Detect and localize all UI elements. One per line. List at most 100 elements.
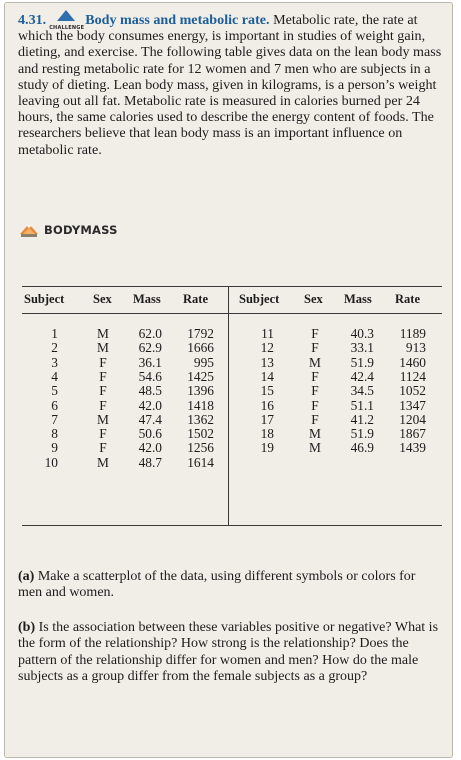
left-sex-cell: M: [97, 454, 109, 470]
left-subject-cell: 2: [51, 340, 58, 356]
header-mass-right: Mass: [344, 292, 372, 306]
part-b: (b) Is the association between these var…: [18, 620, 441, 685]
header-rate-right: Rate: [395, 292, 420, 306]
right-subject-cell: 17: [260, 411, 274, 427]
header-mass-left: Mass: [133, 292, 161, 306]
exercise-number: 4.31.: [18, 12, 47, 28]
left-rate-cell: 1502: [187, 426, 214, 442]
left-sex-cell: M: [97, 326, 109, 341]
left-mass-cell: 50.6: [138, 426, 162, 442]
left-mass-cell: 54.6: [138, 368, 162, 384]
left-sex-cell: M: [97, 340, 109, 356]
dataset-name: BODYMASS: [44, 223, 118, 237]
right-sex-cell: F: [311, 383, 319, 399]
right-rate-cell: 1460: [399, 354, 426, 370]
left-subject-cell: 7: [51, 411, 58, 427]
part-b-text: Is the association between these variabl…: [18, 620, 439, 684]
header-subject-left: Subject: [24, 292, 65, 306]
left-subject-cell: 6: [51, 397, 58, 413]
table-top-rule: [22, 286, 442, 287]
left-subject-cell: 9: [51, 440, 58, 456]
header-subject-right: Subject: [239, 292, 280, 306]
left-subject-cell: 10: [44, 454, 58, 470]
part-a-label: (a): [18, 569, 35, 584]
right-mass-cell: 42.4: [350, 368, 374, 384]
right-sex-cell: F: [311, 397, 319, 413]
left-rate-cell: 1418: [187, 397, 214, 413]
left-rate-cell: 1362: [187, 411, 214, 427]
left-sex-cell: F: [99, 440, 107, 456]
right-mass-cell: 51.1: [350, 397, 374, 413]
right-sex-cell: M: [309, 354, 321, 370]
challenge-icon: CHALLENGE: [49, 10, 84, 31]
left-rate-cell: 1425: [187, 368, 214, 384]
right-subject-cell: 14: [260, 368, 274, 384]
right-rate-cell: 1052: [399, 383, 426, 399]
left-sex-cell: F: [99, 354, 107, 370]
left-rate-cell: 1396: [187, 383, 214, 399]
header-sex-right: Sex: [304, 292, 323, 306]
left-rate-cell: 1256: [187, 440, 214, 456]
right-mass-cell: 34.5: [350, 383, 374, 399]
right-subject-cell: 16: [260, 397, 274, 413]
left-rate-cell: 1614: [187, 454, 214, 470]
dataset-reference[interactable]: BODYMASS: [18, 221, 118, 239]
right-sex-cell: F: [311, 340, 319, 356]
right-subject-cell: 13: [260, 354, 274, 370]
left-subject-cell: 3: [51, 354, 58, 370]
right-subject-cell: 12: [260, 340, 274, 356]
left-sex-cell: F: [99, 383, 107, 399]
right-mass-cell: 51.9: [350, 426, 374, 442]
left-rate-cell: 1792: [187, 326, 214, 341]
part-a-text: Make a scatterplot of the data, using di…: [18, 569, 416, 601]
right-mass-cell: 33.1: [350, 340, 374, 356]
right-rate-cell: 1347: [399, 397, 426, 413]
right-sex-cell: F: [311, 411, 319, 427]
left-mass-cell: 47.4: [138, 411, 162, 427]
right-mass-cell: 46.9: [350, 440, 374, 456]
table-header-rule: [22, 313, 442, 314]
left-mass-cell: 48.5: [138, 383, 162, 399]
data-file-icon: [20, 224, 38, 237]
right-rate-cell: 1189: [399, 326, 426, 341]
left-subject-cell: 8: [51, 426, 58, 442]
right-subject-cell: 15: [260, 383, 274, 399]
right-sex-cell: M: [309, 440, 321, 456]
header-rate-left: Rate: [183, 292, 208, 306]
right-sex-cell: F: [311, 368, 319, 384]
table-column-divider: [228, 286, 229, 526]
part-b-label: (b): [18, 620, 36, 635]
exercise-title: Body mass and metabolic rate.: [85, 12, 270, 28]
part-a: (a) Make a scatterplot of the data, usin…: [18, 569, 441, 602]
left-rate-cell: 995: [193, 354, 214, 370]
left-mass-cell: 42.0: [138, 397, 162, 413]
right-rate-cell: 913: [405, 340, 426, 356]
right-subject-cell: 19: [260, 440, 274, 456]
right-sex-cell: F: [311, 326, 319, 341]
left-subject-cell: 5: [51, 383, 58, 399]
right-mass-cell: 40.3: [350, 326, 374, 341]
right-subject-cell: 11: [261, 326, 274, 341]
table-bottom-rule: [22, 525, 442, 526]
left-mass-cell: 42.0: [138, 440, 162, 456]
right-mass-cell: 51.9: [350, 354, 374, 370]
exercise-intro: 4.31. CHALLENGE Body mass and metabolic ra…: [18, 10, 445, 158]
left-subject-cell: 4: [51, 368, 58, 384]
exercise-text: Metabolic rate, the rate at which the bo…: [18, 12, 442, 158]
left-mass-cell: 48.7: [138, 454, 162, 470]
exercise-panel: 4.31. CHALLENGE Body mass and metabolic ra…: [4, 2, 453, 758]
left-sex-cell: F: [99, 368, 107, 384]
left-sex-cell: F: [99, 426, 107, 442]
right-mass-cell: 41.2: [350, 411, 374, 427]
left-sex-cell: F: [99, 397, 107, 413]
right-rate-cell: 1204: [399, 411, 426, 427]
header-sex-left: Sex: [93, 292, 112, 306]
left-rate-cell: 1666: [187, 340, 214, 356]
right-rate-cell: 1867: [399, 426, 426, 442]
right-subject-cell: 18: [260, 426, 274, 442]
challenge-badge-label: CHALLENGE: [49, 25, 85, 31]
left-mass-cell: 36.1: [138, 354, 162, 370]
right-sex-cell: M: [309, 426, 321, 442]
left-subject-cell: 1: [51, 326, 58, 341]
left-sex-cell: M: [97, 411, 109, 427]
